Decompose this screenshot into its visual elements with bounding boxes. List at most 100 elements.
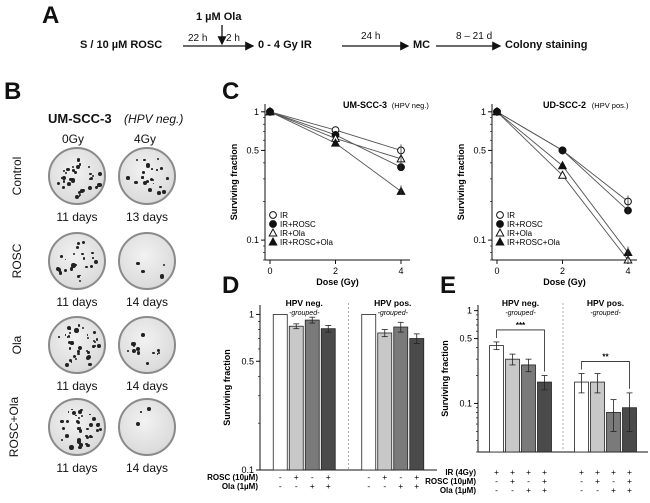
colony [79, 189, 84, 194]
data-point [558, 146, 567, 155]
condition-label: IR (4Gy) [445, 468, 476, 477]
data-point [268, 236, 278, 246]
x-tick-label: 4 [398, 266, 403, 276]
group-note: -grouped- [505, 310, 536, 317]
colony [162, 190, 166, 194]
significance-bracket [496, 329, 545, 372]
colony [60, 176, 63, 179]
colony [80, 409, 83, 412]
colony [87, 186, 92, 191]
colony [67, 340, 71, 344]
y-tick-label: 0.1 [473, 235, 486, 245]
colony [140, 333, 145, 338]
y-tick-label: 0.1 [246, 235, 259, 245]
day-label: 11 days [56, 210, 98, 224]
condition-sign: - [495, 476, 498, 486]
condition-sign: - [495, 485, 498, 495]
bar [288, 325, 304, 471]
colony [65, 433, 70, 438]
colony [68, 347, 72, 350]
day-label: 13 days [125, 210, 169, 224]
group-title: HPV pos. [374, 298, 411, 308]
colony-dish [118, 316, 176, 374]
panel-label-c: C [222, 78, 240, 105]
group-title: HPV neg. [286, 298, 323, 308]
condition-sign: + [611, 467, 616, 477]
condition-sign: - [612, 476, 615, 486]
condition-sign: + [398, 481, 403, 491]
colony [77, 439, 82, 444]
y-tick-label: 1 [249, 309, 254, 319]
colony [81, 252, 85, 256]
condition-sign: - [311, 472, 314, 482]
colony [89, 172, 92, 176]
colony [62, 427, 66, 431]
cell-line-subtitle: (HPV neg.) [124, 112, 184, 126]
colony [136, 351, 141, 356]
colony [76, 329, 80, 333]
condition-sign: + [326, 481, 331, 491]
condition-sign: - [279, 481, 282, 491]
colony [68, 359, 72, 363]
colony [147, 406, 151, 411]
group-note: -grouped- [590, 310, 621, 317]
colony [64, 362, 69, 367]
bar [505, 358, 520, 453]
colony [75, 414, 77, 417]
condition-sign: - [580, 476, 583, 486]
colony [143, 158, 146, 162]
colony [132, 345, 135, 348]
colony [64, 258, 67, 261]
colony [75, 264, 77, 266]
colony [77, 426, 81, 430]
condition-sign: + [414, 481, 419, 491]
group-note: -grouped- [289, 310, 320, 317]
schematic-mc: MC [413, 39, 431, 51]
colony-dish [118, 232, 176, 290]
colony [76, 274, 80, 278]
series-line [269, 111, 402, 192]
panel-label-d: D [222, 272, 240, 299]
colony [57, 268, 62, 272]
colony [79, 274, 81, 277]
x-tick-label: 4 [625, 266, 630, 276]
legend-label: IR+ROSC [507, 220, 543, 229]
colony [81, 327, 84, 330]
colony [57, 181, 61, 185]
data-point [268, 227, 278, 237]
colony [89, 435, 92, 438]
colony [158, 185, 162, 189]
colony [78, 445, 82, 450]
colony [79, 426, 82, 429]
colony [97, 422, 100, 426]
colony [76, 164, 81, 170]
y-tick-label: 0.5 [241, 356, 254, 366]
colony [155, 169, 158, 171]
bar [489, 345, 504, 453]
colony [97, 344, 101, 349]
legend-label: IR+Ola [280, 229, 306, 238]
x-tick-label: 2 [560, 266, 565, 276]
colony [166, 177, 169, 180]
colony [86, 336, 90, 339]
condition-sign: - [279, 472, 282, 482]
colony [141, 269, 145, 274]
colony [82, 189, 86, 193]
condition-sign: + [326, 472, 331, 482]
colony [151, 178, 155, 181]
colony [61, 185, 65, 189]
colony [157, 348, 161, 352]
colony [71, 408, 73, 411]
chart-title-note: (HPV pos.) [592, 101, 629, 110]
condition-label: ROSC (10µM) [207, 473, 258, 482]
data-point [557, 170, 568, 179]
colony [72, 252, 76, 255]
group-title: HPV neg. [502, 298, 539, 308]
schematic-end: Colony staining [505, 39, 588, 51]
condition-sign: + [494, 467, 499, 477]
colony [67, 411, 70, 413]
y-axis-label: Surviving fraction [440, 340, 450, 417]
colony [149, 177, 153, 181]
panel-label-b: B [4, 78, 22, 105]
schematic-t3: 24 h [361, 31, 381, 42]
